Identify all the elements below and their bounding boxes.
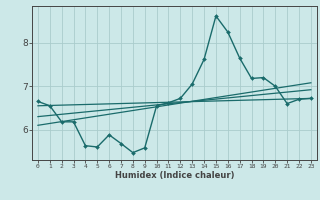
X-axis label: Humidex (Indice chaleur): Humidex (Indice chaleur) [115, 171, 234, 180]
